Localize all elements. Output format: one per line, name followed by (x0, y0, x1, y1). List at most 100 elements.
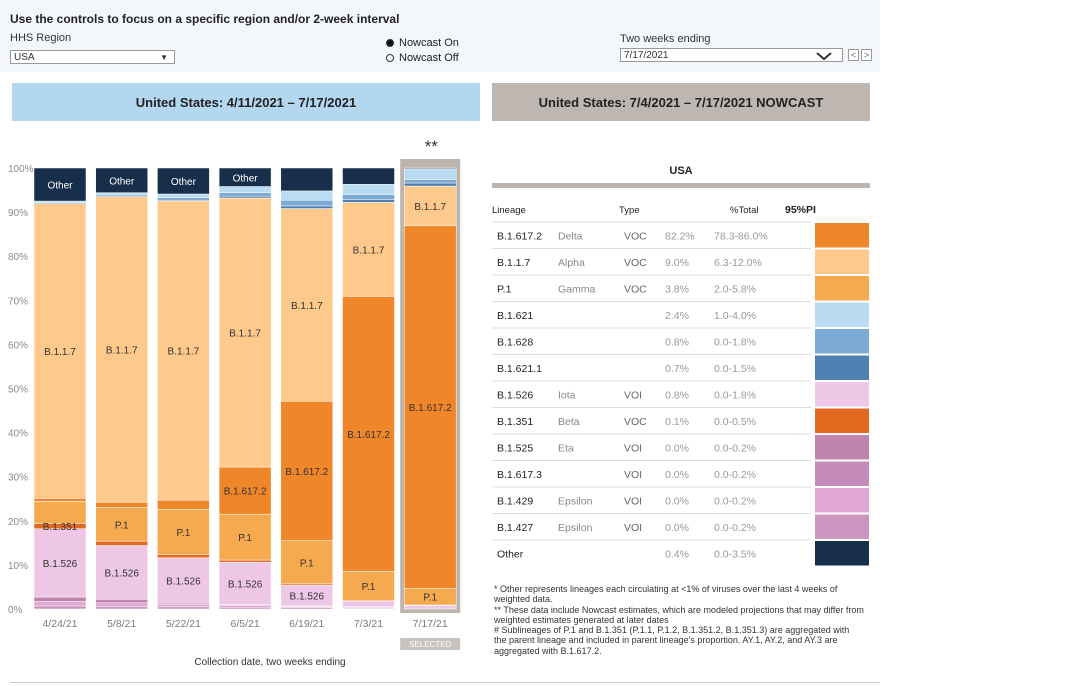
row-pct: 0.8% (665, 389, 689, 401)
bar-data-label: B.1.526 (228, 579, 263, 590)
y-tick-label: 0% (8, 605, 23, 616)
row-type: VOC (624, 230, 647, 242)
bar-segment (33, 167, 87, 202)
row-name: Alpha (558, 257, 585, 269)
row-color-swatch (815, 461, 869, 486)
row-pct: 0.8% (665, 336, 689, 348)
bar-segment (157, 200, 210, 501)
bar-data-label: P.1 (115, 520, 129, 531)
next-week-button[interactable]: > (861, 49, 872, 61)
bar-segment (403, 605, 457, 610)
y-tick-label: 100% (8, 164, 34, 175)
bar-segment (342, 167, 395, 185)
bar-segment (95, 606, 148, 610)
row-type: VOI (624, 495, 642, 507)
row-color-swatch (815, 382, 869, 407)
controls-heading: Use the controls to focus on a specific … (10, 12, 400, 26)
row-color-swatch (815, 488, 869, 513)
bar-segment (403, 185, 457, 227)
row-name: Gamma (558, 283, 596, 295)
row-name: Epsilon (558, 522, 593, 534)
bar-segment (218, 562, 272, 605)
bar-data-label: P.1 (177, 528, 191, 539)
row-type: VOI (624, 522, 642, 534)
row-lineage: B.1.621.1 (497, 363, 542, 375)
x-tick-label: 5/22/21 (166, 618, 201, 630)
row-type: VOC (624, 257, 647, 269)
bar-segment (280, 540, 334, 585)
row-pi: 2.0-5.8% (714, 283, 756, 295)
y-tick-label: 30% (8, 473, 28, 484)
left-title-band: United States: 4/11/2021 – 7/17/2021 (12, 83, 480, 121)
bar-segment (403, 167, 457, 170)
bar-segment (218, 186, 272, 193)
footnotes: * Other represents lineages each circula… (494, 584, 864, 656)
row-pi: 0.0-0.2% (714, 442, 756, 454)
prev-week-button[interactable]: < (848, 49, 859, 61)
row-lineage: B.1.429 (497, 495, 533, 507)
nowcast-on-label: Nowcast On (399, 37, 459, 49)
bar-data-label: Other (233, 173, 259, 184)
row-pi: 78.3-86.0% (714, 230, 768, 242)
bar-segment (157, 193, 210, 198)
x-tick-label: 6/5/21 (230, 618, 259, 630)
row-type: VOI (624, 442, 642, 454)
row-pi: 0.0-1.8% (714, 389, 756, 401)
row-pct: 3.8% (665, 283, 689, 295)
region-label: HHS Region (10, 32, 72, 44)
x-tick-label: 7/17/21 (413, 618, 448, 630)
radio-unselected-icon (386, 54, 394, 62)
row-pct: 0.1% (665, 416, 689, 428)
row-pi: 0.0-3.5% (714, 548, 756, 560)
bar-segment (95, 194, 148, 197)
bar-segment (33, 596, 87, 602)
bar-segment (218, 605, 272, 608)
row-color-swatch (815, 408, 869, 433)
bar-segment (95, 599, 148, 604)
bar-segment (218, 559, 272, 563)
row-name: Epsilon (558, 495, 593, 507)
bar-data-label: B.1.1.7 (168, 347, 200, 358)
bar-data-label: B.1.1.7 (353, 245, 385, 256)
x-tick-label: 6/19/21 (289, 618, 324, 630)
table-rule (492, 183, 870, 188)
bar-data-label: B.1.617.2 (409, 403, 452, 414)
row-lineage: Other (497, 548, 524, 560)
chevron-down-icon: ▼ (160, 53, 168, 62)
selected-tag-label: SELECTED (409, 640, 451, 649)
row-lineage: B.1.1.7 (497, 257, 530, 269)
region-select[interactable]: USA ▼ (10, 50, 175, 64)
weeks-select[interactable]: 7/17/2021 (620, 48, 843, 62)
bar-segment (33, 528, 87, 598)
header-pi: 95%PI (785, 204, 816, 216)
bar-data-label: Other (171, 177, 197, 188)
bar-segment (218, 192, 272, 197)
row-pi: 0.0-0.5% (714, 416, 756, 428)
bar-segment (33, 498, 87, 502)
bar-segment (280, 190, 334, 201)
row-pi: 0.0-1.8% (714, 336, 756, 348)
right-title-band: United States: 7/4/2021 – 7/17/2021 NOWC… (492, 83, 870, 121)
bar-segment (218, 606, 272, 610)
bar-data-label: B.1.1.7 (414, 202, 446, 213)
bar-segment (95, 192, 148, 196)
row-pi: 0.0-1.5% (714, 363, 756, 375)
stacked-bar-chart: 0% 10% 20% 30% 40% 50% 60% 70% 80% 90% 100% B.1.52… (8, 137, 461, 668)
bar-segment (280, 205, 334, 209)
y-tick-label: 80% (8, 252, 28, 263)
bar-segment (342, 194, 395, 201)
row-pct: 2.4% (665, 310, 689, 322)
nowcast-off-radio[interactable]: Nowcast Off (386, 52, 459, 64)
row-lineage: B.1.427 (497, 522, 533, 534)
bar-segment (157, 604, 210, 608)
row-pi: 1.0-4.0% (714, 310, 756, 322)
bar-data-label: B.1.1.7 (44, 347, 76, 358)
row-color-swatch (815, 223, 869, 248)
nowcast-on-radio[interactable]: Nowcast On (386, 37, 459, 49)
bar-data-label: B.1.526 (166, 577, 201, 588)
row-lineage: B.1.628 (497, 336, 533, 348)
bar-segment (95, 602, 148, 607)
row-name: Delta (558, 230, 583, 242)
bar-segment (280, 167, 334, 192)
row-pct: 0.0% (665, 522, 689, 534)
